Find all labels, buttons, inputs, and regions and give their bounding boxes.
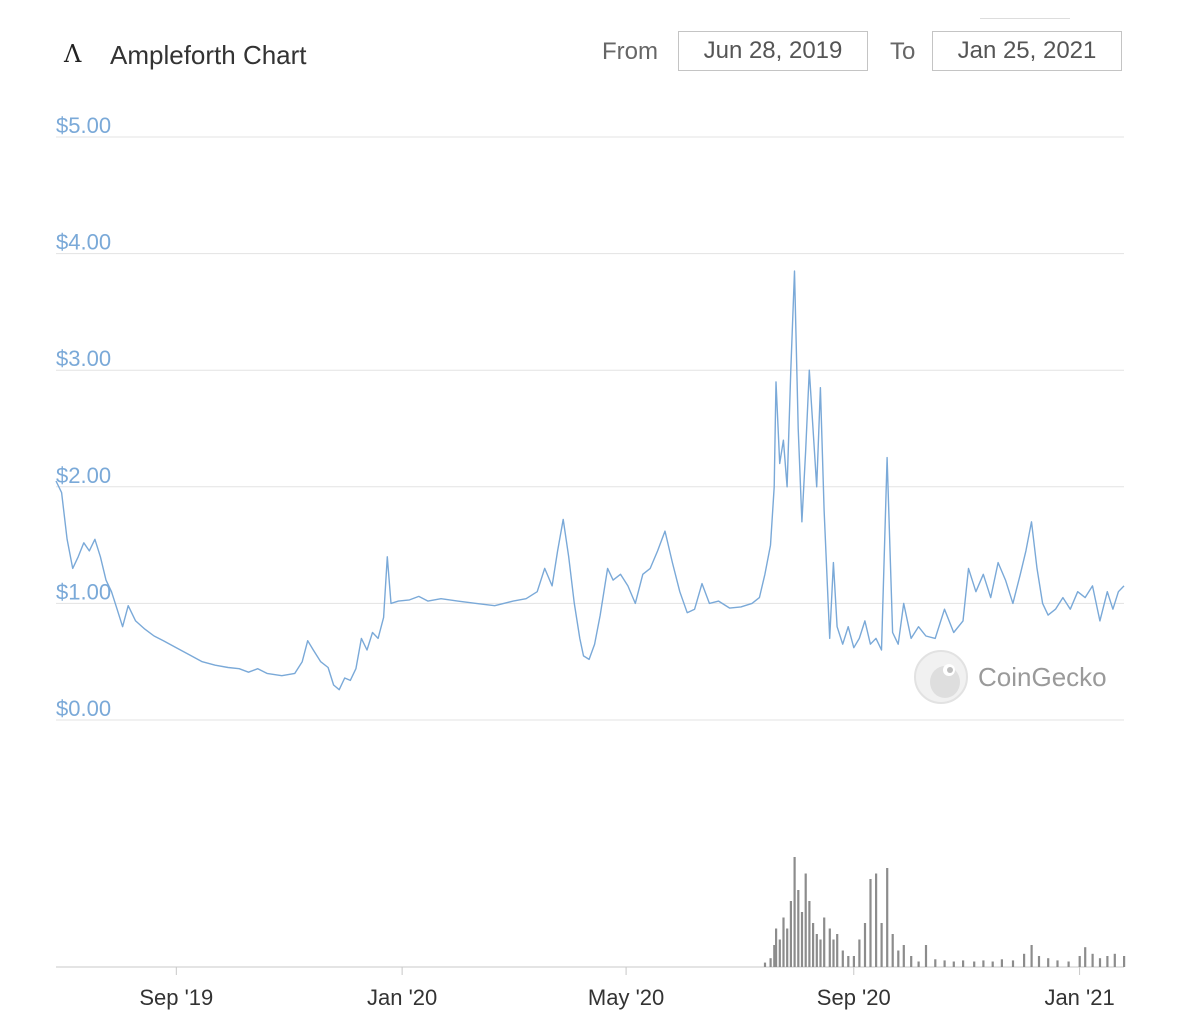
volume-bar <box>1078 956 1081 967</box>
volume-bar <box>917 961 920 967</box>
x-tick-label: Sep '19 <box>139 985 213 1010</box>
to-label: To <box>890 38 916 65</box>
volume-bar <box>1106 956 1109 967</box>
header-top-divider <box>980 18 1070 19</box>
volume-bar <box>778 939 781 967</box>
volume-bar <box>902 945 905 967</box>
x-tick-label: Jan '21 <box>1044 985 1114 1010</box>
volume-bars <box>763 857 1126 967</box>
volume-bar <box>991 961 994 967</box>
volume-bar <box>823 917 826 967</box>
volume-bar <box>763 962 767 967</box>
volume-bar <box>1123 956 1126 967</box>
volume-bar <box>875 873 878 967</box>
volume-bar <box>1113 953 1116 967</box>
volume-bar <box>943 960 946 967</box>
volume-bar <box>797 890 800 967</box>
volume-bar <box>828 928 831 967</box>
coingecko-gecko-icon <box>914 650 968 704</box>
volume-bar <box>773 945 776 967</box>
volume-bar <box>934 959 937 967</box>
volume-bar <box>841 950 844 967</box>
volume-bar <box>836 934 839 967</box>
volume-bar <box>1037 956 1041 967</box>
volume-bar <box>793 857 796 967</box>
volume-bar <box>924 945 928 967</box>
y-tick-label: $0.00 <box>56 696 111 721</box>
volume-bar <box>1067 961 1070 967</box>
volume-bar <box>973 961 976 967</box>
from-label: From <box>602 38 658 65</box>
y-tick-label: $3.00 <box>56 346 111 371</box>
x-tick-label: Jan '20 <box>367 985 437 1010</box>
y-tick-label: $5.00 <box>56 113 111 138</box>
y-axis-ticks: $0.00 $1.00 $2.00 $3.00 $4.00 $5.00 <box>56 113 111 721</box>
volume-bar <box>832 939 835 967</box>
volume-bar <box>782 917 785 967</box>
volume-bar <box>982 960 985 967</box>
volume-bar <box>852 956 855 967</box>
volume-bar <box>910 956 913 967</box>
volume-bar <box>808 901 811 967</box>
coingecko-watermark: CoinGecko <box>914 650 1107 704</box>
volume-bar <box>800 912 804 967</box>
volume-bar <box>897 950 900 967</box>
volume-bar <box>812 923 815 967</box>
coingecko-watermark-text: CoinGecko <box>978 662 1107 692</box>
volume-bar <box>1011 960 1015 967</box>
to-date-input[interactable]: Jan 25, 2021 <box>932 31 1122 71</box>
volume-bar <box>1000 959 1003 967</box>
volume-bar <box>886 868 889 967</box>
volume-bar <box>819 939 822 967</box>
volume-bar <box>1091 953 1094 967</box>
volume-bar <box>869 879 872 967</box>
price-line <box>55 270 1125 691</box>
volume-bar <box>804 873 807 967</box>
volume-bar <box>786 928 789 967</box>
gridlines <box>56 136 1124 721</box>
volume-bar <box>775 928 778 967</box>
volume-bar <box>863 923 867 967</box>
volume-bar <box>858 939 861 967</box>
volume-bar <box>952 961 955 967</box>
volume-bar <box>1098 958 1102 967</box>
x-tick-label: Sep '20 <box>817 985 891 1010</box>
volume-bar <box>815 934 818 967</box>
volume-bar <box>1030 945 1033 967</box>
y-tick-label: $4.00 <box>56 230 111 255</box>
volume-bar <box>891 934 894 967</box>
volume-bar <box>1084 947 1087 967</box>
y-tick-label: $2.00 <box>56 463 111 488</box>
volume-bar <box>769 958 772 967</box>
volume-bar <box>1047 958 1050 967</box>
volume-bar <box>789 901 792 967</box>
chart-header: Λ Ampleforth Chart From Jun 28, 2019 To … <box>0 0 1200 100</box>
volume-bar <box>880 923 883 967</box>
ampleforth-logo-icon: Λ <box>64 40 82 68</box>
volume-bar <box>962 960 965 967</box>
y-tick-label: $1.00 <box>56 579 111 604</box>
x-tick-label: May '20 <box>588 985 664 1010</box>
chart-title: Ampleforth Chart <box>110 40 307 70</box>
from-date-input[interactable]: Jun 28, 2019 <box>678 31 868 71</box>
volume-bar <box>1056 960 1059 967</box>
x-axis-ticks: Sep '19 Jan '20 May '20 Sep '20 Jan '21 <box>139 967 1115 1010</box>
volume-bar <box>847 956 850 967</box>
volume-bar <box>1023 953 1026 967</box>
